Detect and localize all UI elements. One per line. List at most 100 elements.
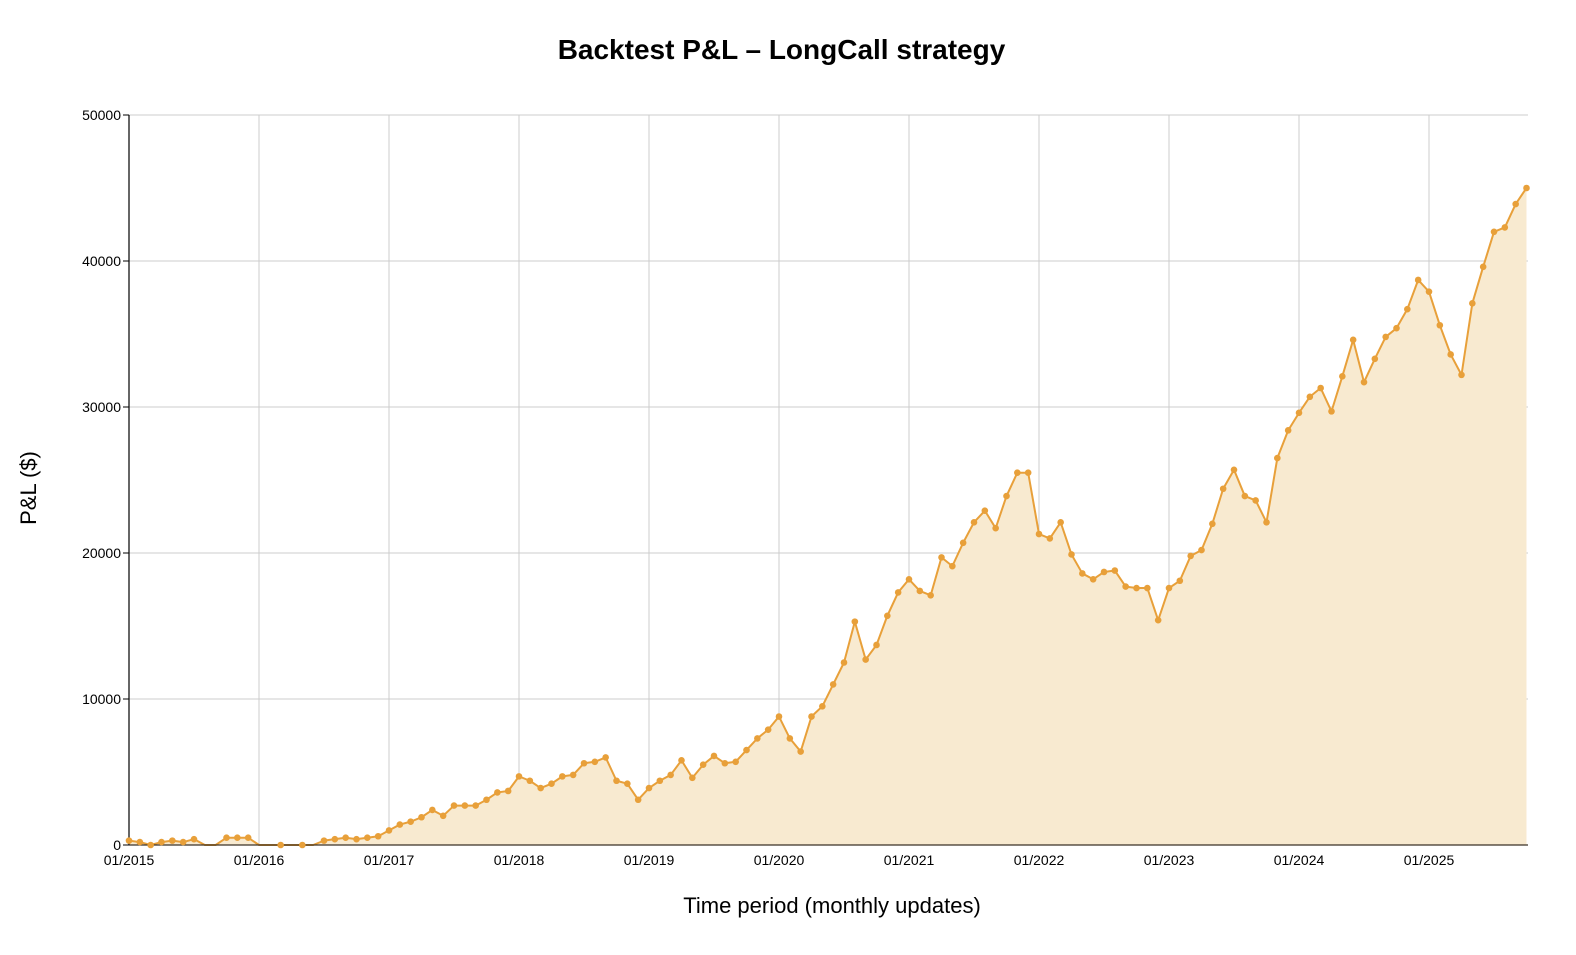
data-point (862, 656, 869, 663)
data-point (851, 618, 859, 625)
data-point (1404, 305, 1411, 313)
tick-labels: 0 10000 20000 30000 40000 50000 01/2015 01/2016… (82, 107, 1454, 868)
data-point (775, 713, 783, 720)
data-point (1317, 384, 1324, 392)
data-point (125, 837, 133, 844)
data-point (732, 758, 739, 766)
data-point (147, 841, 154, 849)
data-point (808, 713, 815, 720)
data-point (504, 787, 512, 795)
x-tick-label: 01/2022 (1014, 852, 1065, 868)
data-point (927, 592, 934, 599)
data-point (223, 834, 230, 841)
data-point (656, 777, 664, 785)
y-tick-label: 30000 (82, 399, 121, 415)
x-tick-label: 01/2018 (494, 852, 545, 868)
data-point (602, 754, 609, 761)
data-point (1068, 551, 1075, 558)
data-point (1328, 408, 1335, 415)
x-axis-label: Time period (monthly updates) (683, 893, 981, 918)
x-tick-label: 01/2021 (884, 852, 935, 868)
data-point (667, 771, 674, 779)
area-fill (129, 188, 1527, 845)
data-point (494, 789, 501, 796)
x-tick-label: 01/2016 (234, 852, 285, 868)
data-point (450, 802, 458, 809)
data-point (678, 757, 685, 764)
x-tick-label: 01/2015 (104, 852, 155, 868)
data-point (1339, 373, 1346, 380)
data-point (1111, 567, 1119, 574)
data-point (1469, 300, 1476, 307)
data-point (1371, 355, 1379, 363)
data-point (136, 838, 144, 846)
x-tick-label: 01/2024 (1274, 852, 1325, 868)
chart-title: Backtest P&L – LongCall strategy (557, 34, 1006, 65)
data-point (407, 818, 414, 825)
data-point (1360, 378, 1368, 386)
data-point (1263, 519, 1270, 526)
data-point (1274, 454, 1281, 462)
data-point (158, 838, 165, 846)
data-point (342, 834, 349, 841)
data-point (786, 735, 794, 742)
data-point (1154, 616, 1162, 624)
pnl-line (128, 187, 1528, 846)
data-point (613, 777, 620, 785)
data-point (396, 821, 404, 828)
data-point (938, 554, 945, 561)
data-point (797, 748, 804, 755)
data-point (721, 759, 729, 767)
data-point (548, 780, 555, 787)
data-point (169, 837, 176, 844)
data-point (1436, 321, 1444, 329)
data-point (234, 834, 241, 841)
data-points (125, 184, 1530, 849)
y-tick-label: 40000 (82, 253, 121, 269)
data-point (364, 834, 371, 841)
data-point (353, 835, 360, 843)
y-tick-label: 50000 (82, 107, 121, 123)
data-point (1144, 584, 1151, 592)
pnl-area (128, 187, 1528, 846)
data-point (385, 827, 393, 834)
x-tick-label: 01/2023 (1144, 852, 1195, 868)
axes (123, 114, 1528, 846)
data-point (537, 784, 544, 792)
data-point (472, 802, 479, 809)
data-point (418, 813, 425, 821)
data-point (1458, 371, 1465, 379)
data-point (981, 507, 989, 514)
data-point (439, 812, 447, 820)
data-point (1089, 575, 1097, 583)
data-point (743, 746, 750, 754)
x-tick-label: 01/2017 (364, 852, 415, 868)
data-point (1219, 485, 1227, 493)
data-point (515, 773, 523, 780)
data-point (331, 835, 339, 843)
data-point (1241, 492, 1249, 500)
data-point (1230, 466, 1238, 474)
y-tick-label: 20000 (82, 545, 121, 561)
data-point (819, 703, 826, 710)
data-point (624, 780, 631, 787)
data-point (1057, 519, 1064, 526)
data-point (559, 773, 566, 780)
x-tick-label: 01/2019 (624, 852, 675, 868)
data-point (244, 834, 252, 841)
data-point (699, 761, 707, 768)
data-point (1490, 228, 1498, 236)
data-point (429, 806, 436, 814)
data-point (970, 519, 978, 526)
y-tick-label: 10000 (82, 691, 121, 707)
gridlines (129, 114, 1528, 845)
data-point (754, 735, 761, 742)
data-point (1252, 497, 1259, 504)
data-point (1393, 324, 1400, 332)
data-point (949, 562, 956, 570)
data-point (277, 841, 284, 849)
x-tick-label: 01/2020 (754, 852, 805, 868)
data-point (689, 774, 696, 782)
data-point (591, 758, 599, 766)
